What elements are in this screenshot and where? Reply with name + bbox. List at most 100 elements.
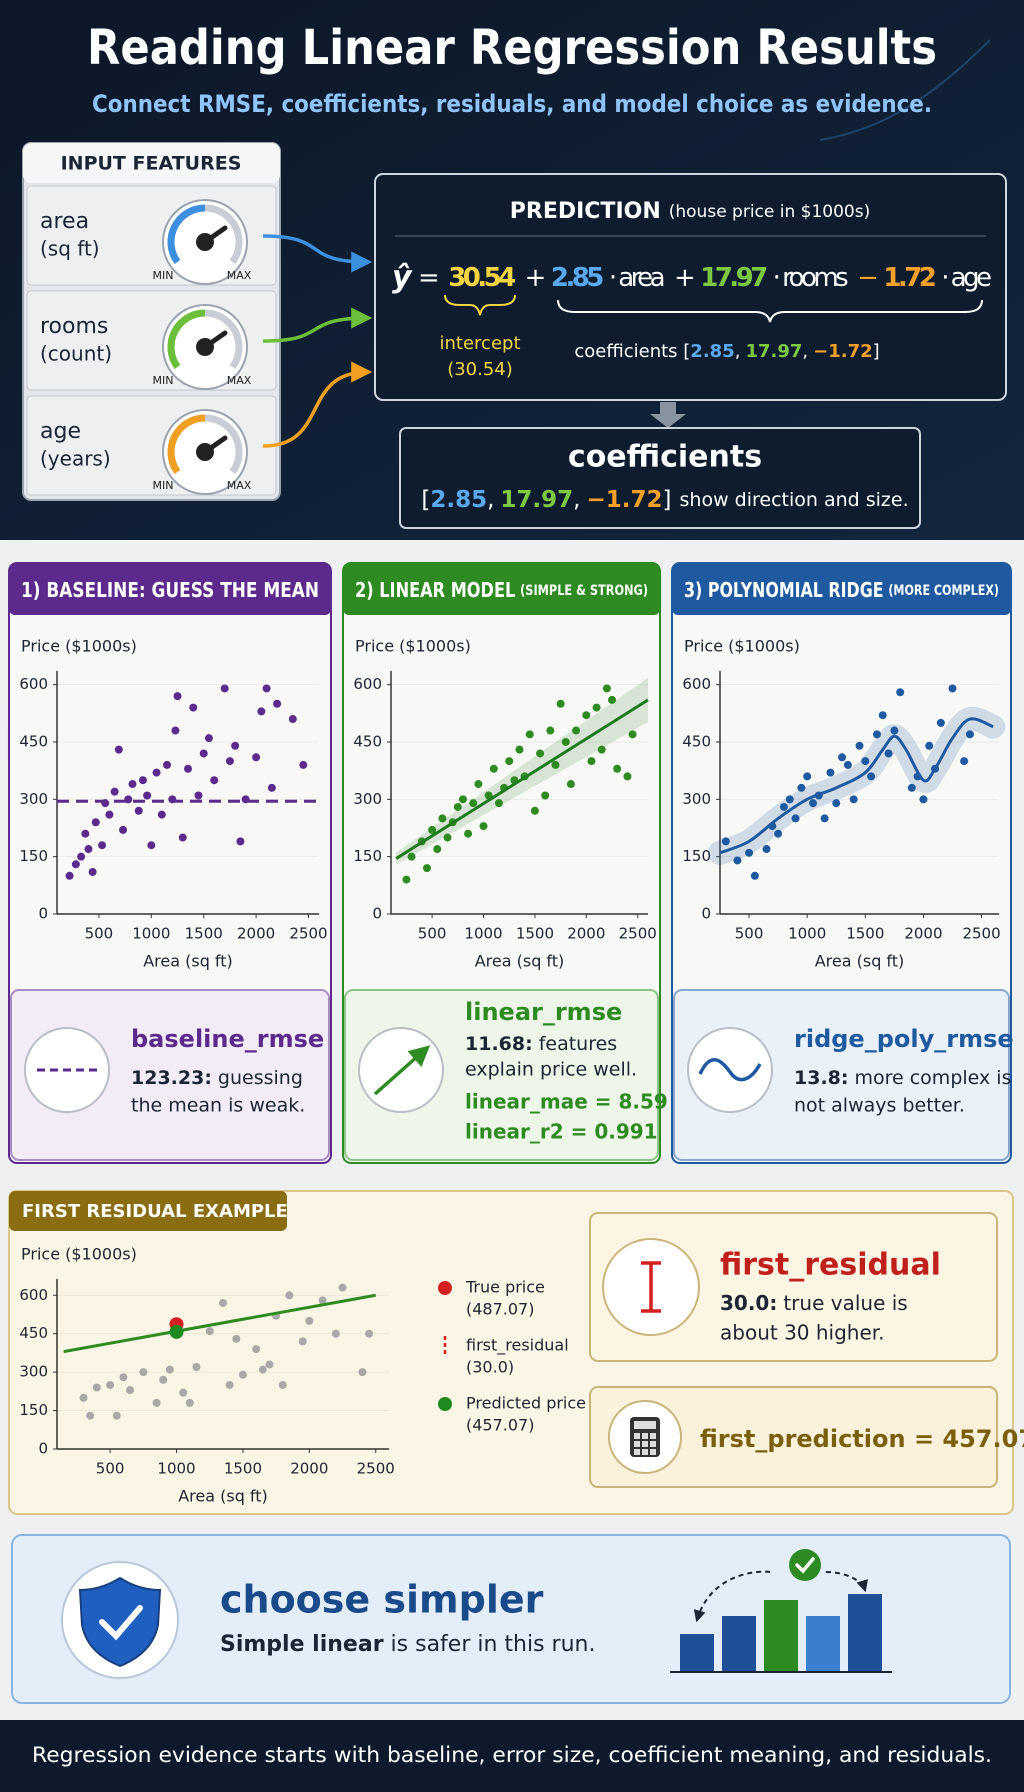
- metric-text: 123.23: guessing: [131, 1067, 303, 1089]
- feature-unit: (count): [40, 342, 112, 366]
- card-text-part: true value is: [783, 1291, 907, 1315]
- data-point: [826, 768, 835, 777]
- panel-title: 2) LINEAR MODEL (SIMPLE & STRONG): [355, 578, 648, 602]
- data-point: [273, 699, 282, 708]
- y-tick-label: 150: [682, 847, 711, 865]
- coef-brace: [557, 299, 983, 323]
- down-arrow: [650, 402, 686, 428]
- data-point: [551, 760, 560, 769]
- data-point: [91, 818, 100, 827]
- data-point: [262, 684, 271, 693]
- data-point: [582, 711, 591, 720]
- calc-key: [650, 1449, 656, 1455]
- x-axis-label: Area (sq ft): [475, 952, 565, 971]
- coefficients-label-part: ]: [873, 341, 880, 362]
- data-point: [907, 783, 916, 792]
- data-point: [890, 726, 899, 735]
- data-point: [258, 1365, 267, 1374]
- x-tick-label: 2000: [567, 925, 605, 943]
- data-point: [613, 764, 622, 773]
- data-point: [65, 871, 74, 880]
- y-tick-label: 600: [682, 675, 711, 693]
- coefficients-label-part: 17.97: [745, 341, 802, 362]
- data-point: [163, 760, 172, 769]
- feature-unit: (sq ft): [40, 237, 100, 261]
- data-point: [88, 867, 97, 876]
- prediction-card: [589, 1386, 998, 1488]
- data-point: [838, 753, 847, 762]
- x-axis-label: Area (sq ft): [143, 952, 233, 971]
- coefficients-label-part: ,: [802, 341, 808, 362]
- intercept-brace: [444, 294, 516, 316]
- metric-text-part: more complex is: [854, 1067, 1011, 1089]
- data-point: [305, 1316, 314, 1325]
- calc-key: [642, 1449, 648, 1455]
- metric-box: [673, 989, 1010, 1161]
- data-point: [566, 780, 575, 789]
- y-tick-label: 450: [353, 732, 382, 750]
- y-axis-label: Price ($1000s): [21, 637, 137, 656]
- coefficients-box: [399, 427, 921, 529]
- data-point: [407, 852, 416, 861]
- calc-key: [650, 1441, 656, 1447]
- legend-label: True price: [465, 1278, 545, 1297]
- icon-bar: [806, 1616, 840, 1672]
- data-point: [231, 741, 240, 750]
- x-tick-label: 1000: [157, 1460, 195, 1478]
- legend-label: Predicted price: [466, 1394, 586, 1413]
- data-point: [173, 692, 182, 701]
- gauge-level: [167, 309, 206, 370]
- intercept-value: (30.54): [447, 359, 513, 380]
- coefficients-text-part: −1.72: [586, 487, 662, 513]
- footer-background: [0, 1720, 1024, 1792]
- data-point: [225, 1380, 234, 1389]
- data-point: [587, 757, 596, 766]
- icon-arc: [693, 1570, 771, 1623]
- data-point: [438, 814, 447, 823]
- data-point: [541, 791, 550, 800]
- data-point: [114, 745, 123, 754]
- residual-title: FIRST RESIDUAL EXAMPLE: [22, 1201, 288, 1222]
- data-point: [232, 1334, 241, 1343]
- data-point: [157, 810, 166, 819]
- intercept-label: intercept: [440, 333, 521, 354]
- choice-text-part: Simple linear: [220, 1632, 384, 1657]
- equation-part: −: [857, 263, 879, 293]
- data-point: [236, 837, 245, 846]
- data-point: [194, 791, 203, 800]
- data-point: [878, 711, 887, 720]
- data-point: [965, 730, 974, 739]
- x-tick-label: 1000: [464, 925, 502, 943]
- data-point: [721, 837, 730, 846]
- data-point: [884, 749, 893, 758]
- panel-header: [672, 563, 1011, 615]
- metric-extra: linear_r2 = 0.991: [465, 1120, 658, 1144]
- title: Reading Linear Regression Results: [87, 20, 937, 76]
- x-tick-label: 500: [418, 925, 447, 943]
- data-point: [298, 1337, 307, 1346]
- icon-bar: [680, 1634, 714, 1672]
- icon-arrow: [373, 1045, 431, 1096]
- equation: ŷ = 30.54 +2.85 · area +17.97 · rooms −1.72 · ag…: [392, 260, 992, 295]
- equation-part: 2.85: [551, 263, 604, 293]
- x-tick-label: 2000: [237, 925, 275, 943]
- legend-label: first_residual: [466, 1336, 569, 1356]
- metric-name: baseline_rmse: [131, 1025, 324, 1053]
- y-tick-label: 300: [19, 790, 48, 808]
- y-axis-label: Price ($1000s): [355, 637, 471, 656]
- data-point: [81, 829, 90, 838]
- coefficients-title: coefficients: [568, 440, 762, 475]
- y-axis-label: Price ($1000s): [21, 1245, 137, 1264]
- shield-check: [99, 1605, 143, 1641]
- data-point: [143, 791, 152, 800]
- data-point: [494, 799, 503, 808]
- x-tick-label: 2500: [962, 925, 1000, 943]
- data-point: [479, 822, 488, 831]
- feature-name: rooms: [40, 314, 108, 339]
- data-point: [257, 707, 266, 716]
- card-text: 30.0: true value is: [720, 1291, 908, 1315]
- data-point: [733, 856, 742, 865]
- data-point: [861, 757, 870, 766]
- coefficients-label: coefficients [2.85, 17.97, −1.72]: [574, 341, 879, 362]
